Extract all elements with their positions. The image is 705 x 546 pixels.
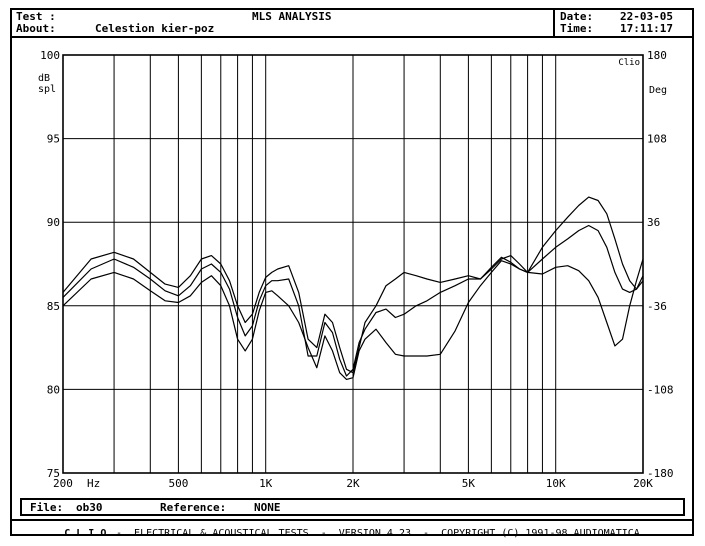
y-tick-label: 85 xyxy=(47,300,60,313)
x-unit-label: Hz xyxy=(87,477,100,490)
reference-value: NONE xyxy=(254,501,281,514)
about-value: Celestion kier-poz xyxy=(95,22,215,35)
x-tick-label: 10K xyxy=(546,477,566,490)
file-label: File: xyxy=(30,501,64,514)
y2-tick-label: -180 xyxy=(647,467,674,480)
y2-axis-label: Deg xyxy=(649,85,667,96)
x-tick-label: 2K xyxy=(346,477,360,490)
x-tick-label: 1K xyxy=(259,477,273,490)
x-tick-label: 20K xyxy=(633,477,653,490)
time-label: Time: xyxy=(560,22,594,35)
y-tick-label: 90 xyxy=(47,216,60,229)
y2-tick-label: 108 xyxy=(647,133,667,146)
header-column-divider xyxy=(553,10,555,36)
y-tick-label: 75 xyxy=(47,467,60,480)
curves xyxy=(62,196,644,380)
date-value: 22-03-05 xyxy=(620,10,673,23)
chart-frame xyxy=(10,8,694,536)
reference-label: Reference: xyxy=(160,501,227,514)
y-axis-label: dB xyxy=(38,73,50,84)
footer-text: - ELECTRICAL & ACOUSTICAL TESTS - VERSIO… xyxy=(116,528,640,539)
clio-brand: C L I O xyxy=(64,528,107,539)
x-tick-label: 5K xyxy=(462,477,476,490)
test-label: Test : xyxy=(16,10,56,23)
y-tick-label: 95 xyxy=(47,133,60,146)
y2-tick-label: 180 xyxy=(647,49,667,62)
series-line-3 xyxy=(62,258,644,380)
y2-tick-label: -36 xyxy=(647,300,667,313)
y-axis-label: spl xyxy=(38,84,56,95)
about-label: About: xyxy=(16,22,56,35)
file-row: File: ob30 Reference: NONE xyxy=(20,498,685,516)
time-value: 17:11:17 xyxy=(620,22,673,35)
plot-border xyxy=(62,54,644,474)
grid xyxy=(62,54,644,474)
x-tick-label: 500 xyxy=(168,477,188,490)
x-tick-label: 200 xyxy=(53,477,73,490)
file-value: ob30 xyxy=(76,501,103,514)
y2-tick-label: -108 xyxy=(647,383,674,396)
series-line-1 xyxy=(62,196,644,374)
footer: C L I O - ELECTRICAL & ACOUSTICAL TESTS … xyxy=(12,519,692,539)
header-divider xyxy=(12,36,692,38)
y-tick-label: 80 xyxy=(47,383,60,396)
date-label: Date: xyxy=(560,10,594,23)
header: Test : MLS ANALYSIS Date: 22-03-05 About… xyxy=(12,10,692,36)
series-line-2 xyxy=(62,224,644,377)
axis-labels: 100 95 90 85 80 75 180 108 36 -36 -108 -180 200 500 1K… xyxy=(38,49,674,490)
corner-label: Clio xyxy=(618,58,640,68)
y-tick-label: 100 xyxy=(40,49,60,62)
y2-tick-label: 36 xyxy=(647,216,660,229)
page-title: MLS ANALYSIS xyxy=(252,10,332,23)
